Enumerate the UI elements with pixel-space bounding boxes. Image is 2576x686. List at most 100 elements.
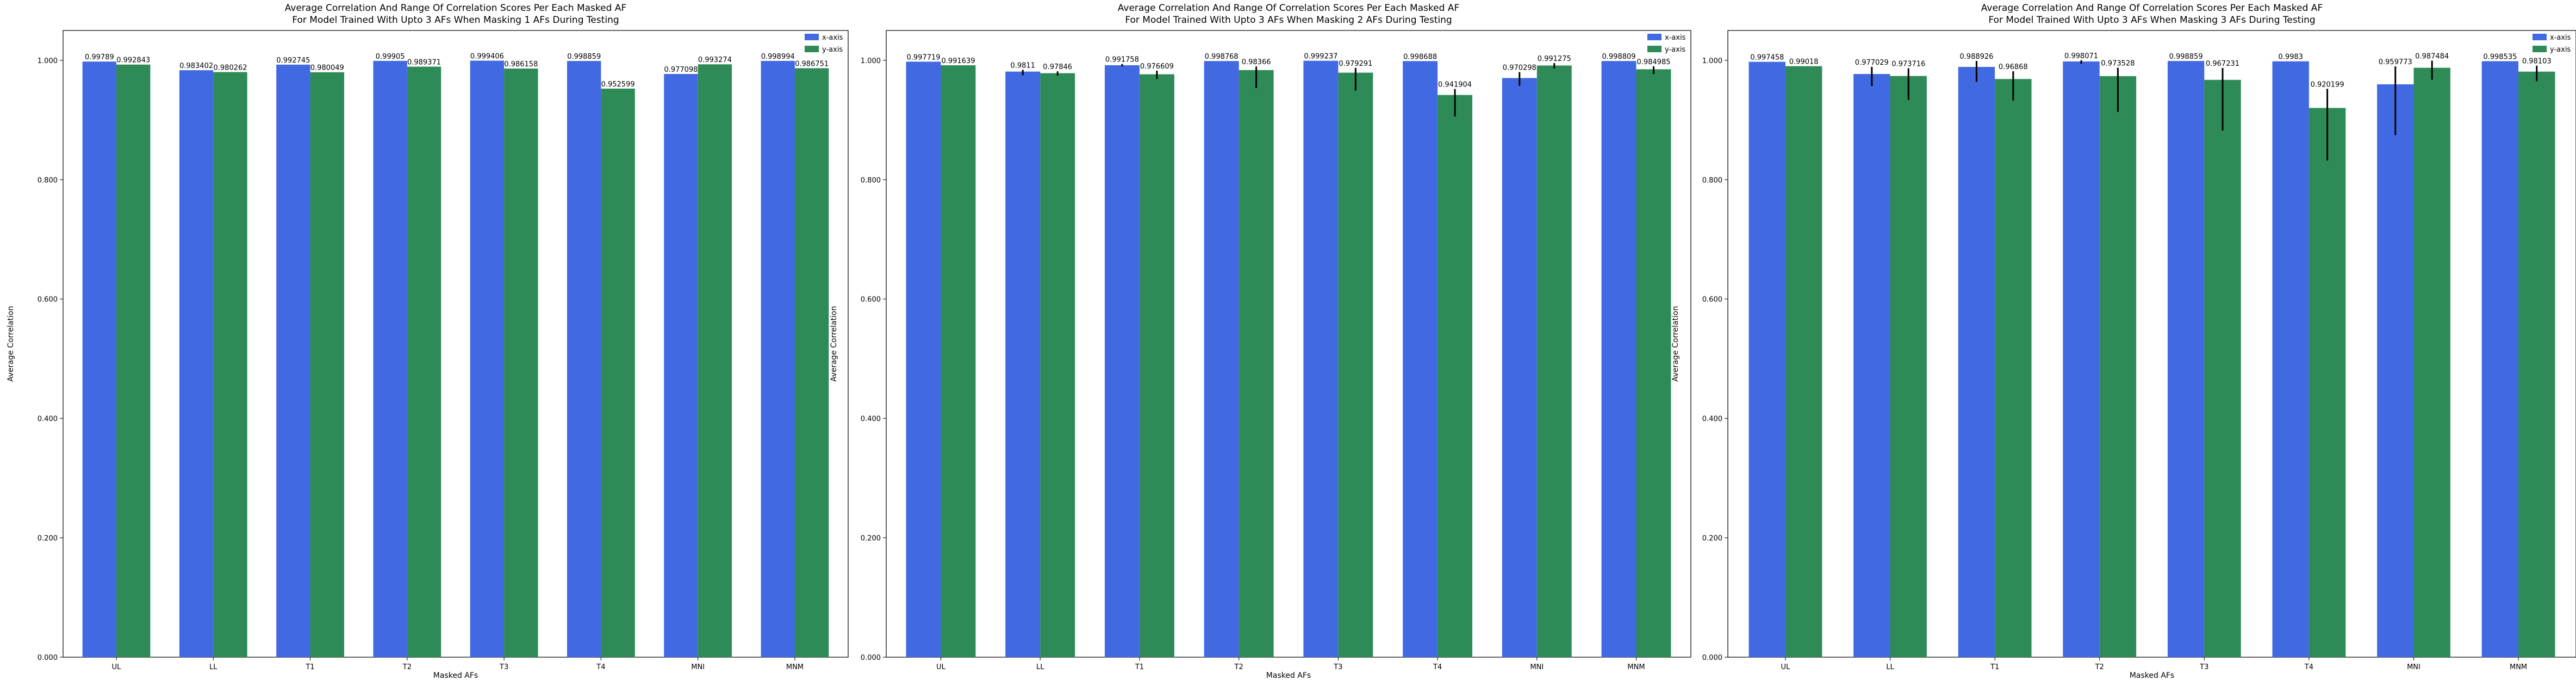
x-tick-label: MNM [1627, 663, 1645, 671]
chart-subtitle: For Model Trained With Upto 3 AFs When M… [292, 15, 619, 26]
data-label: 0.980049 [310, 64, 344, 72]
x-tick-label: T3 [2199, 663, 2208, 671]
bar-x-axis [276, 64, 310, 658]
chart-title: Average Correlation And Range Of Correla… [285, 3, 626, 14]
data-label: 0.999237 [1304, 53, 1337, 61]
y-tick-label: 1.000 [861, 57, 881, 65]
bar-x-axis [2377, 84, 2414, 657]
legend-swatch-x-axis [2533, 34, 2547, 40]
chart-subtitle: For Model Trained With Upto 3 AFs When M… [1125, 15, 1452, 26]
x-tick-label: T3 [1333, 663, 1342, 671]
x-tick-label: LL [1036, 663, 1044, 671]
bar-y-axis [1239, 70, 1274, 658]
chart-title: Average Correlation And Range Of Correla… [1981, 3, 2323, 14]
x-tick-label: UL [936, 663, 946, 671]
chart-title: Average Correlation And Range Of Correla… [1118, 3, 1459, 14]
bar-x-axis [179, 70, 214, 658]
bar-x-axis [1303, 60, 1339, 658]
data-label: 0.959773 [2379, 58, 2412, 66]
data-label: 0.997719 [907, 53, 941, 61]
x-tick-label: T2 [1234, 663, 1243, 671]
data-label: 0.991639 [941, 57, 975, 65]
x-axis-label: Masked AFs [1266, 671, 1311, 680]
bar-x-axis [567, 61, 601, 657]
x-tick-label: T4 [596, 663, 605, 671]
bar-x-axis [1958, 67, 1995, 657]
y-axis-label: Average Correlation [830, 306, 838, 381]
legend-swatch-x-axis [805, 34, 819, 40]
bar-x-axis [664, 73, 698, 658]
data-label: 0.99789 [85, 53, 114, 61]
y-tick-label: 0.600 [1702, 296, 1722, 304]
bar-x-axis [2063, 61, 2100, 658]
legend-label: x-axis [2550, 34, 2571, 42]
y-tick-label: 0.400 [38, 415, 58, 423]
x-tick-label: MNI [1530, 663, 1544, 671]
data-label: 0.988926 [1959, 53, 1993, 61]
x-tick-label: MNM [2510, 663, 2527, 671]
bar-y-axis [2413, 67, 2450, 657]
legend-swatch-x-axis [1647, 34, 1662, 40]
bar-x-axis [906, 61, 941, 657]
bar-y-axis [116, 64, 151, 658]
y-tick-label: 0.000 [1702, 654, 1722, 662]
x-tick-label: T2 [402, 663, 412, 671]
bar-x-axis [82, 61, 117, 657]
data-label: 0.983402 [179, 62, 213, 70]
plot-frame [1727, 30, 2576, 658]
x-tick-label: T1 [1990, 663, 1999, 671]
bar-x-axis [1403, 61, 1438, 657]
x-tick-label: MNI [691, 663, 705, 671]
legend-label: y-axis [822, 46, 843, 54]
data-label: 0.998535 [2483, 53, 2517, 61]
bar-y-axis [1890, 76, 1927, 657]
bar-y-axis [698, 64, 732, 657]
data-label: 0.987484 [2415, 52, 2449, 60]
bar-y-axis [2518, 71, 2555, 658]
data-label: 0.998809 [1602, 53, 1636, 61]
bar-y-axis [1785, 66, 1822, 657]
data-label: 0.991275 [1538, 55, 1571, 63]
y-tick-label: 0.400 [861, 415, 881, 423]
data-label: 0.973528 [2101, 60, 2135, 68]
x-tick-label: T3 [499, 663, 508, 671]
bar-x-axis [470, 60, 505, 658]
data-label: 0.977029 [1855, 59, 1889, 67]
bar-y-axis [1636, 69, 1671, 658]
data-label: 0.98366 [1242, 58, 1271, 66]
data-label: 0.998994 [761, 53, 795, 61]
bar-y-axis [1995, 79, 2032, 658]
bar-y-axis [213, 72, 247, 657]
data-label: 0.98103 [2522, 58, 2552, 66]
bar-y-axis [2204, 79, 2241, 657]
bar-x-axis [1204, 61, 1239, 657]
legend-swatch-y-axis [2533, 46, 2547, 52]
data-label: 0.993274 [698, 56, 732, 64]
y-tick-label: 0.600 [861, 296, 881, 304]
chart-panel-3: Average Correlation And Range Of Correla… [1671, 3, 2576, 680]
data-label: 0.980262 [214, 64, 247, 72]
bar-y-axis [1139, 74, 1174, 658]
x-axis-label: Masked AFs [433, 671, 478, 680]
data-label: 0.977098 [664, 66, 698, 74]
legend-label: x-axis [1665, 34, 1686, 42]
data-label: 0.99018 [1789, 58, 1819, 66]
y-tick-label: 0.200 [1702, 535, 1722, 543]
bar-x-axis [1853, 74, 1890, 658]
y-axis-label: Average Correlation [1671, 306, 1680, 381]
chart-subtitle: For Model Trained With Upto 3 AFs When M… [1988, 15, 2315, 26]
chart-panel-1: Average Correlation And Range Of Correla… [7, 3, 849, 680]
x-tick-label: LL [1886, 663, 1894, 671]
bar-y-axis [1040, 73, 1075, 657]
y-tick-label: 0.200 [861, 535, 881, 543]
x-tick-label: T1 [1135, 663, 1144, 671]
x-tick-label: MNM [786, 663, 804, 671]
data-label: 0.97846 [1043, 63, 1072, 71]
data-label: 0.920199 [2311, 81, 2344, 89]
data-label: 0.998768 [1205, 53, 1239, 61]
y-axis-label: Average Correlation [7, 306, 15, 381]
data-label: 0.998688 [1403, 53, 1437, 61]
data-label: 0.9983 [2278, 53, 2303, 61]
bar-y-axis [2309, 108, 2346, 658]
